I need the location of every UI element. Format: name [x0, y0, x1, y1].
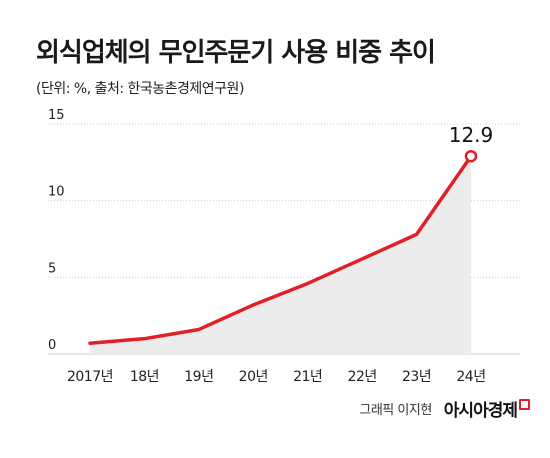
y-tick-label: 10 [48, 185, 65, 200]
x-tick-label: 23년 [402, 369, 431, 385]
highlight-point [464, 149, 478, 163]
area-fill-layer [90, 156, 471, 354]
y-tick-label: 15 [48, 108, 65, 123]
series-line [88, 154, 473, 346]
x-tick-label: 20년 [239, 369, 268, 385]
chart-subtitle: (단위: %, 출처: 한국농촌경제연구원) [36, 81, 244, 97]
x-tick-label: 24년 [456, 369, 485, 385]
y-tick-label: 5 [48, 261, 56, 276]
x-tick-label: 22년 [348, 369, 377, 385]
x-tick-label: 19년 [184, 369, 213, 385]
x-tick-label: 21년 [293, 369, 322, 385]
credit-line: 그래픽 이지현 아시아경제 [359, 396, 530, 421]
data-label: 12.9 [449, 123, 494, 147]
graphic-author: 그래픽 이지현 [359, 403, 432, 418]
x-tick-label: 2017년 [67, 369, 113, 385]
brand-logo: 아시아경제 [444, 396, 530, 421]
x-tick-label: 18년 [130, 369, 159, 385]
annotations: 12.9 [449, 123, 494, 163]
series-area [90, 156, 471, 354]
y-tick-label: 0 [48, 338, 56, 353]
chart-title: 외식업체의 무인주문기 사용 비중 추이 [36, 38, 436, 68]
series-line-layer [88, 154, 473, 346]
y-tick-labels: 0 5 10 15 [48, 108, 65, 353]
brand-mark-icon [519, 399, 530, 410]
brand-name: 아시아경제 [443, 401, 518, 421]
x-tick-labels: 2017년 18년 19년 20년 21년 22년 23년 24년 [67, 369, 486, 385]
